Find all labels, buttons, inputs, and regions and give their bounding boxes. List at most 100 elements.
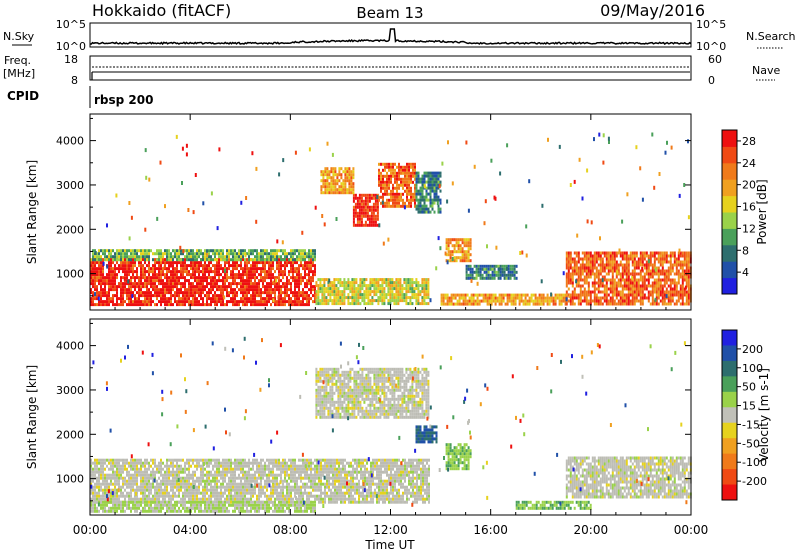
power-cell xyxy=(601,296,604,300)
power-cell xyxy=(384,192,386,196)
power-cell xyxy=(387,278,390,282)
power-cell xyxy=(218,261,220,265)
power-cell xyxy=(102,267,104,271)
power-cell xyxy=(671,287,674,291)
power-cell xyxy=(385,296,388,300)
power-cell xyxy=(102,300,104,304)
power-noise-point xyxy=(145,175,148,180)
power-cell xyxy=(423,293,426,297)
power-cell xyxy=(250,285,252,289)
power-cell xyxy=(583,293,586,297)
vel-cell xyxy=(106,485,108,489)
power-cell xyxy=(623,281,626,285)
power-cell xyxy=(260,297,262,301)
power-cell xyxy=(393,302,396,306)
power-cell xyxy=(166,288,168,292)
power-cell xyxy=(102,282,104,286)
power-cell xyxy=(206,291,208,295)
power-noise-point xyxy=(565,297,568,302)
power-cell xyxy=(571,302,574,306)
power-cell xyxy=(284,303,286,307)
power-cell xyxy=(156,258,158,262)
power-cell xyxy=(210,267,212,271)
power-cell xyxy=(585,275,588,279)
power-cell xyxy=(615,251,618,255)
power-cell xyxy=(402,171,404,175)
power-cell xyxy=(242,303,244,307)
vel-cell xyxy=(136,458,138,462)
power-cell xyxy=(379,278,382,282)
power-cell xyxy=(398,162,400,166)
power-cell xyxy=(264,291,266,295)
power-cell xyxy=(571,290,574,294)
power-cell xyxy=(104,285,106,289)
power-cell xyxy=(200,252,202,256)
power-cell xyxy=(532,302,535,306)
power-cell xyxy=(262,291,264,295)
power-cell xyxy=(605,266,608,270)
power-cell xyxy=(208,276,210,280)
power-cell xyxy=(144,252,146,256)
power-cell xyxy=(465,250,468,254)
power-cell xyxy=(104,288,106,292)
power-cell xyxy=(374,196,377,200)
power-cell xyxy=(605,299,608,303)
power-cell xyxy=(679,302,682,306)
power-cell xyxy=(641,296,644,300)
power-cell xyxy=(314,291,316,295)
power-cell xyxy=(611,293,614,297)
vel-cell xyxy=(96,464,98,468)
vel-cell xyxy=(100,461,102,465)
power-cell xyxy=(647,281,650,285)
power-cell xyxy=(162,267,164,271)
power-cell xyxy=(160,252,162,256)
power-cell xyxy=(240,288,242,292)
power-cell xyxy=(192,261,194,265)
power-cell xyxy=(150,249,152,253)
power-cell xyxy=(106,297,108,301)
power-cell xyxy=(635,272,638,276)
power-cell xyxy=(381,287,384,291)
power-cell xyxy=(90,273,92,277)
power-cell xyxy=(623,251,626,255)
power-noise-point xyxy=(641,197,644,202)
power-cell xyxy=(248,267,250,271)
vel-cell xyxy=(130,476,132,480)
power-cell xyxy=(653,281,656,285)
power-cell xyxy=(357,293,360,297)
power-cell xyxy=(172,282,174,286)
power-cell xyxy=(302,264,304,268)
vel-cell xyxy=(152,473,154,477)
power-cell xyxy=(410,204,412,208)
power-cell xyxy=(417,299,420,303)
power-cell xyxy=(268,267,270,271)
power-cell xyxy=(431,189,434,193)
power-cell xyxy=(467,256,470,260)
power-cell xyxy=(351,293,354,297)
power-cell xyxy=(456,302,459,306)
power-cell xyxy=(196,297,198,301)
power-cell xyxy=(338,191,341,195)
vel-cell xyxy=(134,500,136,504)
power-cell xyxy=(655,296,658,300)
power-cell xyxy=(679,275,682,279)
power-cell xyxy=(609,269,612,273)
vel-cell xyxy=(128,470,130,474)
power-cell xyxy=(524,296,527,300)
vel-cell xyxy=(172,488,174,492)
power-noise-point xyxy=(641,266,644,271)
power-cell xyxy=(174,282,176,286)
power-cell xyxy=(667,266,670,270)
power-cell xyxy=(317,299,320,303)
power-cell xyxy=(274,297,276,301)
power-cell xyxy=(222,267,224,271)
power-cell xyxy=(332,182,335,186)
power-cell xyxy=(254,303,256,307)
power-cell xyxy=(242,249,244,253)
power-cell xyxy=(102,303,104,307)
power-cell xyxy=(164,303,166,307)
power-cell xyxy=(266,255,268,259)
vel-cell xyxy=(102,464,104,468)
power-cell xyxy=(208,255,210,259)
power-cell xyxy=(402,183,404,187)
